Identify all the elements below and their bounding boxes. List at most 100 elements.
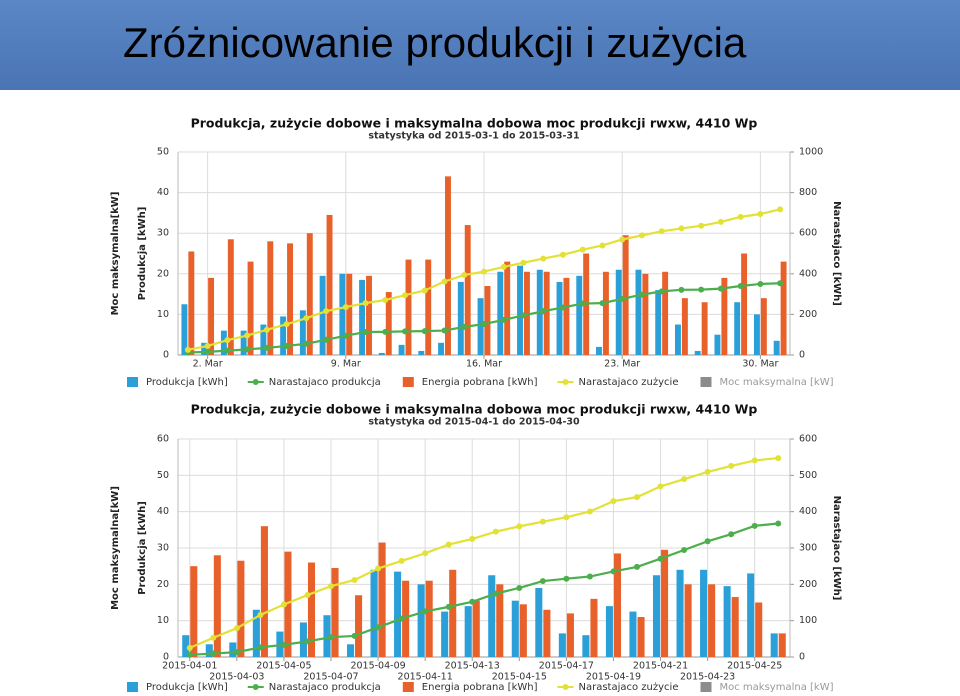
x-tick-label: 2015-04-25 — [727, 661, 782, 672]
line-point — [678, 286, 685, 293]
bar — [662, 271, 669, 355]
bar — [674, 324, 681, 355]
bar — [457, 281, 464, 355]
y2-tick-label: 800 — [799, 187, 817, 198]
bar — [323, 615, 331, 657]
y2-tick-label: 400 — [799, 506, 817, 517]
bar — [252, 609, 260, 657]
bar — [405, 259, 412, 355]
bar — [629, 611, 637, 657]
bar — [438, 342, 445, 355]
line-point — [539, 518, 546, 525]
bar — [299, 622, 307, 657]
bar — [346, 644, 355, 657]
bar — [472, 600, 480, 657]
line-point — [586, 573, 593, 580]
bar — [280, 316, 287, 355]
bar — [417, 584, 425, 657]
line-point — [559, 304, 566, 311]
line-point — [681, 476, 688, 483]
line-point — [441, 278, 448, 285]
line-point — [540, 255, 547, 262]
line-point — [445, 541, 452, 548]
line-point — [657, 483, 664, 490]
line-point — [469, 535, 476, 542]
line-point — [351, 632, 358, 639]
line — [189, 522, 779, 656]
line-point — [244, 346, 251, 353]
y2-tick-label: 600 — [799, 434, 817, 445]
line-point — [422, 608, 429, 615]
legend-symbol — [700, 682, 712, 692]
line-point — [698, 286, 705, 293]
legend-symbol — [252, 379, 259, 385]
legend-label: Narastajaco zużycie — [579, 377, 679, 388]
line-point — [257, 612, 264, 619]
bar — [497, 271, 504, 355]
y-axis-label: Moc maksymalna[kW] — [110, 486, 121, 610]
line-point — [563, 575, 570, 582]
x-tick-label: 23. Mar — [604, 359, 640, 370]
bar — [484, 285, 491, 355]
bar — [181, 304, 188, 355]
x-tick-label: 2015-04-17 — [539, 661, 594, 672]
x-tick-label: 2015-04-15 — [492, 672, 547, 683]
bar — [681, 298, 688, 355]
legend-label: Energia pobrana [kWh] — [422, 682, 538, 693]
y-axis-label: Produkcja [kWh] — [137, 501, 148, 595]
line-point — [481, 268, 487, 275]
legend-label: Narastajaco produkcja — [269, 682, 381, 693]
bar — [188, 251, 195, 355]
y2-tick-label: 1000 — [799, 147, 823, 158]
legend-symbol — [127, 377, 138, 387]
line-point — [342, 332, 349, 339]
bar — [284, 551, 292, 657]
x-tick-label: 2015-04-23 — [680, 672, 735, 683]
line-point — [402, 292, 409, 299]
legend-symbol — [127, 682, 138, 692]
bar — [523, 271, 530, 355]
line-point — [421, 287, 428, 294]
bar — [182, 635, 190, 657]
line-point — [516, 523, 523, 530]
bar — [441, 611, 449, 657]
x-tick-label: 30. Mar — [742, 359, 778, 370]
bar — [676, 569, 684, 657]
line-point — [461, 323, 468, 330]
line-point — [244, 332, 251, 339]
line-point — [563, 514, 570, 521]
y-tick-label: 20 — [157, 579, 169, 590]
bar — [260, 526, 268, 657]
line-point — [382, 328, 389, 335]
header-band — [0, 0, 960, 90]
y2-tick-label: 0 — [799, 652, 805, 663]
bar — [378, 352, 385, 355]
bar — [708, 584, 716, 657]
bar — [418, 350, 425, 355]
bar — [714, 334, 721, 355]
bar — [385, 292, 392, 355]
y2-tick-label: 200 — [799, 309, 817, 320]
bar — [307, 562, 316, 657]
bar — [780, 261, 787, 355]
y-axis-label: Moc maksymalna[kW] — [110, 192, 121, 316]
legend-label: Produkcja [kWh] — [146, 682, 228, 693]
x-tick-label: 2015-04-01 — [162, 661, 217, 672]
y2-tick-label: 200 — [799, 579, 817, 590]
x-tick-label: 2015-04-09 — [350, 661, 405, 672]
bar — [247, 261, 254, 355]
line-point — [469, 598, 476, 605]
line-point — [328, 583, 334, 590]
line-point — [757, 280, 764, 287]
bar — [299, 310, 306, 355]
bar — [326, 214, 333, 355]
y-tick-label: 30 — [157, 228, 169, 239]
line-point — [233, 649, 240, 656]
bar — [700, 569, 708, 657]
bar — [201, 342, 208, 355]
line-point — [599, 242, 606, 249]
bar — [684, 584, 692, 657]
bar — [496, 584, 504, 657]
line-point — [634, 563, 640, 570]
